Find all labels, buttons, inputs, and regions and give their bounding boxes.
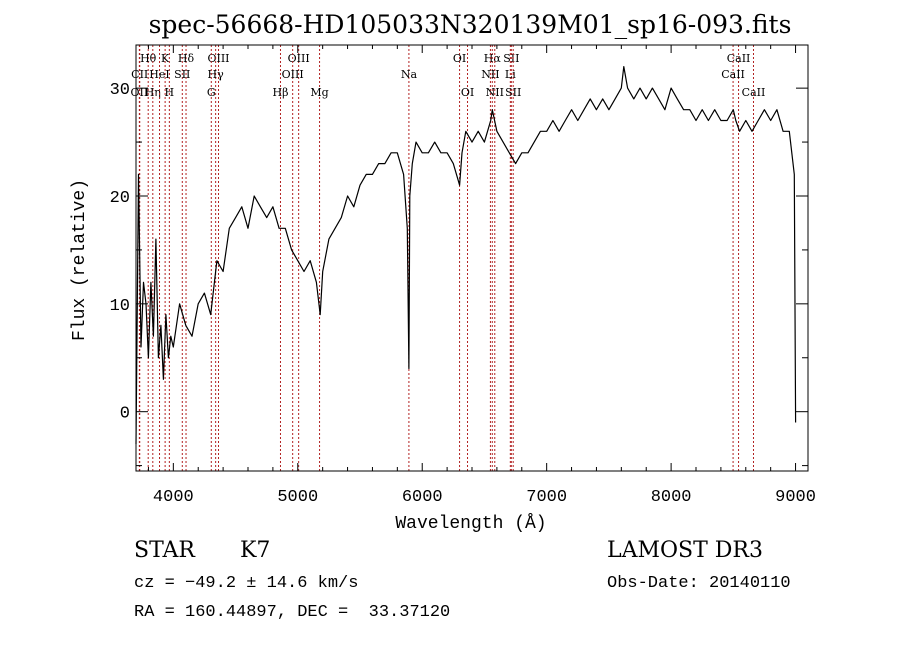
x-tick-label: 9000 [775, 488, 816, 507]
x-tick-label: 4000 [153, 488, 194, 507]
y-tick-label: 10 [110, 297, 130, 316]
line-marker-label: OI [461, 86, 474, 99]
line-marker-label: OIII [288, 52, 310, 65]
line-marker-label: Na [401, 68, 418, 81]
chart-title: spec-56668-HD105033N320139M01_sp16-093.f… [149, 10, 792, 39]
x-tick-label: 6000 [402, 488, 443, 507]
line-marker-label: G [207, 86, 216, 99]
x-tick-label: 5000 [277, 488, 318, 507]
y-axis-label: Flux (relative) [70, 179, 90, 341]
object-subclass: K7 [240, 538, 271, 563]
obs-date: Obs-Date: 20140110 [607, 574, 791, 593]
line-marker-label: HeI [149, 68, 169, 81]
y-tick-label: 0 [120, 405, 130, 424]
line-marker-label: SII [174, 68, 190, 81]
line-marker-label: OIII [282, 68, 304, 81]
coordinates: RA = 160.44897, DEC = 33.37120 [134, 603, 451, 622]
spectral-line-markers: HθCIIOIIHηKHeIHHδSIIOIIIHγGHβOIIIOIIIMgN… [131, 45, 766, 471]
x-tick-label: 7000 [526, 488, 567, 507]
line-marker-label: CaII [721, 68, 745, 81]
line-marker-label: H [165, 86, 175, 99]
redshift-readout: cz = −49.2 ± 14.6 km/s [134, 574, 359, 593]
spectrum-line-0 [135, 65, 797, 445]
line-marker-label: CaII [742, 86, 766, 99]
line-marker-label: CaII [727, 52, 751, 65]
line-marker-label: OIII [207, 52, 229, 65]
y-tick-label: 30 [110, 81, 130, 100]
line-marker-label: Hη [145, 86, 161, 99]
line-marker-label: OII [131, 86, 149, 99]
plot-frame [135, 44, 809, 472]
line-marker-label: SII [505, 86, 521, 99]
x-axis-label: Wavelength (Å) [395, 513, 546, 534]
line-marker-label: SII [503, 52, 519, 65]
y-axis: 0 10 20 30 [110, 81, 808, 467]
line-marker-label: OI [453, 52, 466, 65]
x-tick-label: 8000 [651, 488, 692, 507]
spectrum-series [135, 65, 797, 445]
line-marker-label: Li [505, 68, 516, 81]
line-marker-label: NII [481, 68, 499, 81]
x-axis: 4000 5000 6000 7000 8000 9000 [147, 45, 816, 507]
line-marker-label: Hα [484, 52, 502, 65]
y-tick-label: 20 [110, 189, 130, 208]
line-marker-label: NII [486, 86, 504, 99]
line-marker-label: K [161, 52, 170, 65]
line-marker-label: Hθ [140, 52, 157, 65]
line-marker-label: Hβ [273, 86, 289, 99]
line-marker-label: Hγ [208, 68, 225, 81]
object-class: STAR [134, 538, 195, 563]
line-marker-label: Hδ [178, 52, 195, 65]
survey-label: LAMOST DR3 [607, 538, 763, 563]
line-marker-label: Mg [310, 86, 328, 99]
